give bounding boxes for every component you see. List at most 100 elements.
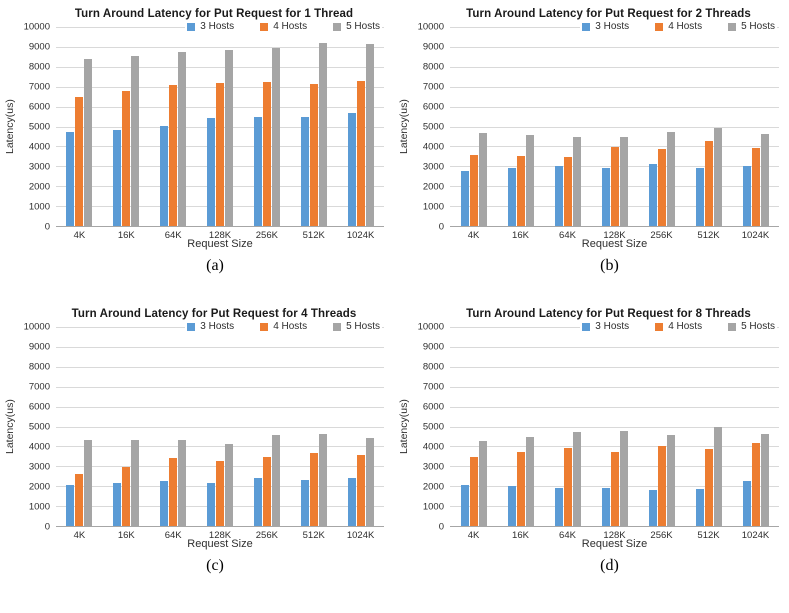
bar-4-hosts [516,156,525,226]
bars [56,27,384,226]
bar-5-hosts [666,132,675,226]
bar-3-hosts [347,477,356,526]
x-tick-label: 256K [255,230,278,241]
x-axis-ticks: 4K 16K 64K 128K 256K 512K 1024K [56,530,384,541]
legend-label: 5 Hosts [346,321,380,332]
chart-panel-c: Turn Around Latency for Put Request for … [0,300,394,613]
bar-4-hosts [563,447,572,526]
legend-item: 4 Hosts [655,21,702,32]
bar-5-hosts [478,440,487,526]
bar-5-hosts [225,49,233,226]
bar-5-hosts [365,43,374,226]
bar-4-hosts [751,442,760,526]
bar-3-hosts [601,488,610,526]
bar-5-hosts [666,435,675,526]
bar-group-512k [685,27,732,226]
legend-swatch-icon [333,22,342,31]
bar-4-hosts [309,453,318,526]
y-tick-label: 1000 [28,501,50,513]
y-tick-label: 7000 [28,381,50,393]
plot-area: 3 Hosts 4 Hosts 5 Hosts [56,21,384,227]
gridline [450,446,779,448]
bar-5-hosts [131,55,140,226]
legend-label: 5 Hosts [346,21,380,32]
plot-area: 3 Hosts 4 Hosts 5 Hosts [56,321,384,527]
y-tick-label: 6000 [28,101,50,113]
bar-group-128k [591,327,638,526]
bar-4-hosts [122,90,131,226]
gridline [56,366,384,368]
gridline [56,66,384,68]
legend-label: 4 Hosts [668,21,703,32]
bar-4-hosts [704,448,713,526]
y-tick-label: 3000 [422,461,444,473]
bar-group-256k [638,327,685,526]
bar-group-64k [150,327,197,526]
bar-group-512k [290,327,337,526]
y-axis-title: Latency(us) [398,99,410,155]
chart-area: Latency(us) 10000 9000 8000 7000 6000 5000 400… [0,321,384,533]
bar-group-128k [197,27,244,226]
bar-5-hosts [572,137,581,226]
x-tick-label: 256K [650,230,673,241]
chart-title: Turn Around Latency for Put Request for … [74,8,354,20]
y-tick-label: 10000 [23,21,50,33]
bar-4-hosts [262,81,271,226]
legend-swatch-icon [187,22,196,31]
bar-3-hosts [601,168,610,226]
x-tick-label: 4K [73,230,86,241]
bar-3-hosts [742,166,751,226]
legend-swatch-icon [728,22,737,31]
bar-3-hosts [253,477,262,526]
bar-4-hosts [704,141,713,226]
bar-5-hosts [572,432,581,526]
x-tick-label: 4K [467,530,480,541]
bar-5-hosts [713,127,722,226]
x-tick-label: 1024K [741,530,770,541]
bar-4-hosts [657,446,666,526]
bar-4-hosts [469,155,478,226]
x-tick-label: 512K [697,230,720,241]
bar-3-hosts [66,484,75,526]
bar-5-hosts [525,437,534,526]
bar-3-hosts [207,117,215,226]
bar-group-256k [638,27,685,226]
y-tick-label: 2000 [28,181,50,193]
y-tick-label: 7000 [28,81,50,93]
bar-3-hosts [648,489,657,526]
x-tick-label: 128K [603,530,626,541]
bar-5-hosts [619,137,628,226]
bar-group-4k [450,27,497,226]
legend-swatch-icon [333,322,342,331]
x-tick-label: 64K [164,530,182,541]
chart-panel-a: Turn Around Latency for Put Request for … [0,0,394,300]
y-tick-label: 7000 [422,381,444,393]
x-tick-label: 4K [73,530,86,541]
bar-4-hosts [122,466,131,526]
x-tick-label: 64K [164,230,182,241]
legend-label: 3 Hosts [200,321,235,332]
bar-5-hosts [318,42,327,226]
legend-item: 4 Hosts [260,21,307,32]
legend-label: 5 Hosts [741,21,775,32]
bar-4-hosts [309,83,318,226]
legend: 3 Hosts 4 Hosts 5 Hosts [185,321,382,332]
bar-5-hosts [713,426,722,526]
y-tick-label: 3000 [28,461,50,473]
gridline [450,366,779,368]
bar-4-hosts [262,456,271,526]
plot-area: 3 Hosts 4 Hosts 5 Hosts [450,321,779,527]
x-tick-label: 512K [697,530,720,541]
bar-5-hosts [760,434,769,526]
bar-5-hosts [131,440,140,526]
chart-panel-d: Turn Around Latency for Put Request for … [394,300,789,613]
bar-4-hosts [169,458,178,526]
legend: 3 Hosts 4 Hosts 5 Hosts [580,321,777,332]
legend-swatch-icon [260,22,269,31]
y-axis-ticks: 10000 9000 8000 7000 6000 5000 4000 3000 2000 100… [18,322,56,533]
bar-4-hosts [469,456,478,526]
x-axis-ticks: 4K 16K 64K 128K 256K 512K 1024K [450,230,779,241]
legend-item: 3 Hosts [187,321,234,332]
bar-group-16k [103,327,150,526]
bar-3-hosts [507,168,516,226]
